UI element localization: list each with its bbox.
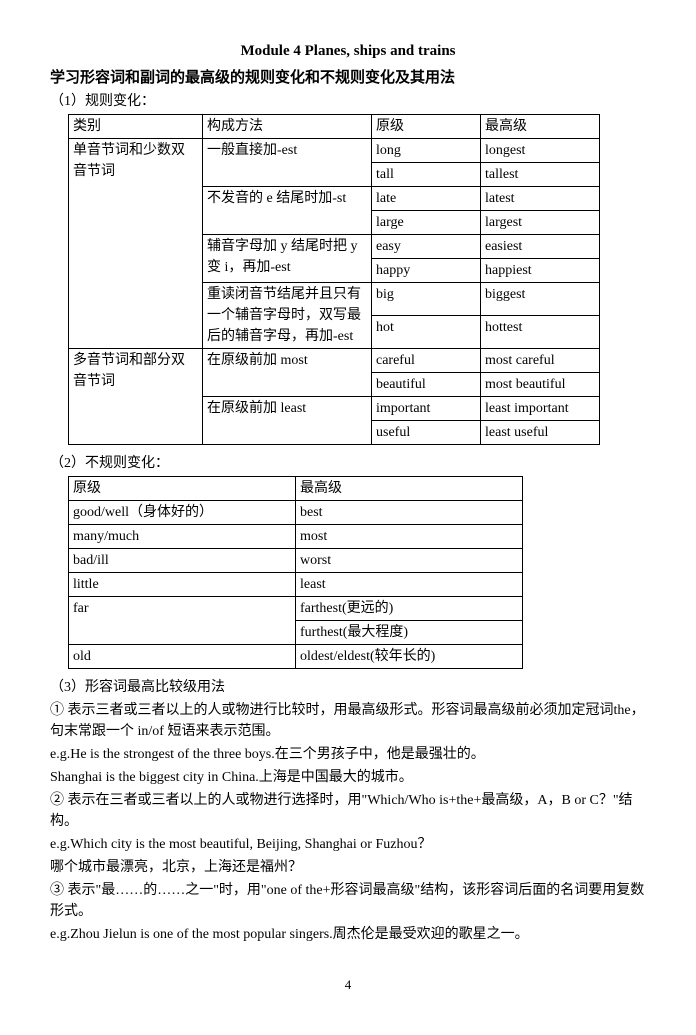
example-paragraph: 哪个城市最漂亮，北京，上海还是福州？ <box>50 857 646 878</box>
method-cell: 重读闭音节结尾并且只有一个辅音字母时，双写最后的辅音字母，再加-est <box>203 283 372 349</box>
base-cell: important <box>372 397 481 421</box>
table-header: 最高级 <box>296 477 523 501</box>
base-cell: late <box>372 187 481 211</box>
section-3-label: （3）形容词最高比较级用法 <box>50 677 646 698</box>
table-header: 原级 <box>69 477 296 501</box>
base-cell: many/much <box>69 525 296 549</box>
base-cell: large <box>372 211 481 235</box>
example-paragraph: e.g.He is the strongest of the three boy… <box>50 744 646 765</box>
base-cell: long <box>372 139 481 163</box>
super-cell: least important <box>481 397 600 421</box>
usage-paragraph: ① 表示三者或三者以上的人或物进行比较时，用最高级形式。形容词最高级前必须加定冠… <box>50 700 646 742</box>
super-cell: least <box>296 573 523 597</box>
method-cell: 在原级前加 most <box>203 349 372 397</box>
category-cell: 单音节词和少数双音节词 <box>69 139 203 349</box>
base-cell: useful <box>372 421 481 445</box>
example-paragraph: e.g.Zhou Jielun is one of the most popul… <box>50 924 646 945</box>
super-cell: most <box>296 525 523 549</box>
super-cell: largest <box>481 211 600 235</box>
base-cell: careful <box>372 349 481 373</box>
super-cell: farthest(更远的) <box>296 597 523 621</box>
example-paragraph: e.g.Which city is the most beautiful, Be… <box>50 834 646 855</box>
base-cell: good/well（身体好的） <box>69 501 296 525</box>
super-cell: tallest <box>481 163 600 187</box>
super-cell: latest <box>481 187 600 211</box>
base-cell: hot <box>372 316 481 349</box>
base-cell: old <box>69 645 296 669</box>
super-cell: most beautiful <box>481 373 600 397</box>
table-header: 构成方法 <box>203 115 372 139</box>
super-cell: worst <box>296 549 523 573</box>
super-cell: least useful <box>481 421 600 445</box>
super-cell: oldest/eldest(较年长的) <box>296 645 523 669</box>
method-cell: 辅音字母加 y 结尾时把 y 变 i，再加-est <box>203 235 372 283</box>
base-cell: far <box>69 597 296 645</box>
table-header: 类别 <box>69 115 203 139</box>
super-cell: biggest <box>481 283 600 316</box>
super-cell: happiest <box>481 259 600 283</box>
table-header: 原级 <box>372 115 481 139</box>
table-header: 最高级 <box>481 115 600 139</box>
category-cell: 多音节词和部分双音节词 <box>69 349 203 445</box>
section-2-label: （2）不规则变化： <box>50 453 646 474</box>
module-title: Module 4 Planes, ships and trains <box>50 40 646 63</box>
usage-paragraph: ② 表示在三者或三者以上的人或物进行选择时，用"Which/Who is+the… <box>50 790 646 832</box>
super-cell: best <box>296 501 523 525</box>
base-cell: tall <box>372 163 481 187</box>
base-cell: little <box>69 573 296 597</box>
method-cell: 不发音的 e 结尾时加-st <box>203 187 372 235</box>
section-1-label: （1）规则变化： <box>50 91 646 112</box>
topic-title: 学习形容词和副词的最高级的规则变化和不规则变化及其用法 <box>50 67 646 90</box>
base-cell: happy <box>372 259 481 283</box>
super-cell: longest <box>481 139 600 163</box>
super-cell: hottest <box>481 316 600 349</box>
method-cell: 在原级前加 least <box>203 397 372 445</box>
super-cell: easiest <box>481 235 600 259</box>
base-cell: bad/ill <box>69 549 296 573</box>
example-paragraph: Shanghai is the biggest city in China.上海… <box>50 767 646 788</box>
irregular-changes-table: 原级 最高级 good/well（身体好的） best many/much mo… <box>68 476 523 669</box>
page-number: 4 <box>50 975 646 995</box>
base-cell: beautiful <box>372 373 481 397</box>
base-cell: easy <box>372 235 481 259</box>
usage-paragraph: ③ 表示"最……的……之一"时，用"one of the+形容词最高级"结构，该… <box>50 880 646 922</box>
method-cell: 一般直接加-est <box>203 139 372 187</box>
super-cell: furthest(最大程度) <box>296 621 523 645</box>
super-cell: most careful <box>481 349 600 373</box>
regular-changes-table: 类别 构成方法 原级 最高级 单音节词和少数双音节词 一般直接加-est lon… <box>68 114 600 445</box>
base-cell: big <box>372 283 481 316</box>
